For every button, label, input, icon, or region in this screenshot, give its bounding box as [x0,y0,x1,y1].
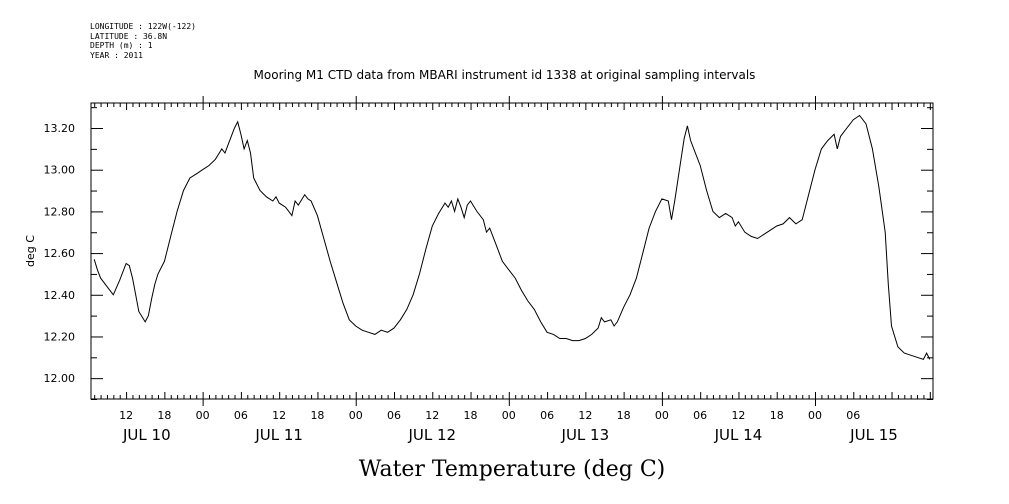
x-hour-tick-label: 12 [119,409,133,422]
meta-year: YEAR : 2011 [90,50,143,60]
y-tick-label: 12.60 [44,247,76,260]
y-tick-label: 13.00 [44,164,76,177]
x-day-label: JUL 13 [561,426,610,444]
metadata-block: LONGITUDE : 122W(-122) LATITUDE : 36.8N … [90,22,196,60]
axis-ticks [91,96,933,406]
chart-title: Mooring M1 CTD data from MBARI instrumen… [253,68,756,82]
x-hour-tick-label: 06 [234,409,248,422]
x-hour-tick-label: 18 [157,409,171,422]
x-hour-tick-label: 00 [808,409,822,422]
x-hour-tick-label: 06 [387,409,401,422]
x-axis-caption: Water Temperature (deg C) [359,457,666,482]
series-line [93,114,931,361]
x-day-label: JUL 11 [254,426,303,444]
x-hour-tick-label: 00 [655,409,669,422]
y-tick-label: 12.40 [44,289,76,302]
x-hour-tick-label: 12 [272,409,286,422]
x-hour-tick-label: 00 [349,409,363,422]
x-hour-tick-label: 12 [731,409,745,422]
plot-frame [90,102,934,400]
x-hour-tick-label: 00 [196,409,210,422]
y-tick-label: 12.00 [44,372,76,385]
x-hour-tick-label: 06 [540,409,554,422]
x-hour-tick-label: 12 [425,409,439,422]
x-hour-tick-label: 06 [693,409,707,422]
x-day-label: JUL 15 [849,426,898,444]
y-tick-label: 12.80 [44,205,76,218]
x-day-label: JUL 14 [714,426,763,444]
axis-labels: 12 18 00 06 12 18 00 06 12 18 00 06 12 18 00 06 12 18 00 06… [44,122,898,444]
x-hour-tick-label: 12 [578,409,592,422]
meta-depth: DEPTH (m) : 1 [90,41,153,50]
x-hour-tick-label: 06 [846,409,860,422]
y-axis-label: deg C [24,235,37,267]
x-hour-tick-label: 18 [464,409,478,422]
x-hour-tick-label: 00 [502,409,516,422]
y-tick-label: 13.20 [44,122,76,135]
meta-longitude: LONGITUDE : 122W(-122) [90,22,196,31]
x-day-label: JUL 10 [122,426,171,444]
meta-latitude: LATITUDE : 36.8N [90,31,168,41]
x-hour-tick-label: 18 [310,409,324,422]
x-day-label: JUL 12 [407,426,456,444]
x-hour-tick-label: 18 [617,409,631,422]
x-hour-tick-label: 18 [770,409,784,422]
y-tick-label: 12.20 [44,330,76,343]
